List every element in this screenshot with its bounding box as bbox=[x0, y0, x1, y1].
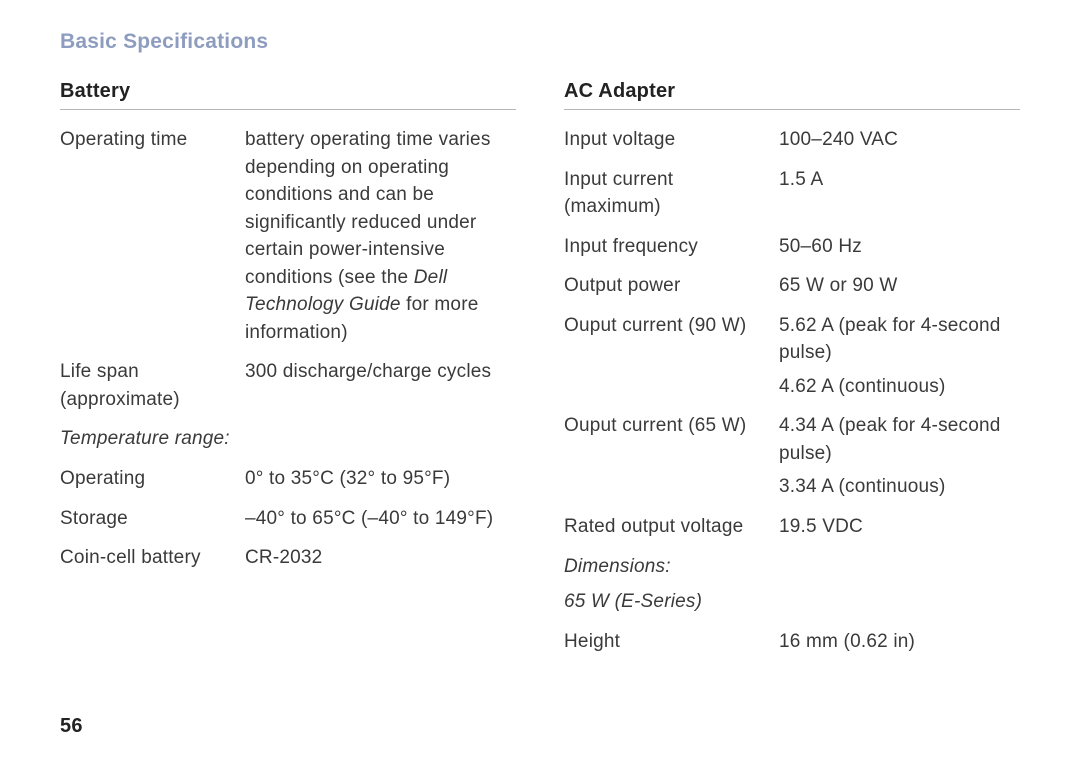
spec-key: Input current (maximum) bbox=[564, 160, 779, 227]
spec-value: 300 discharge/charge cycles bbox=[245, 352, 516, 419]
table-row: Temperature range: bbox=[60, 419, 516, 459]
table-row: Rated output voltage 19.5 VDC bbox=[564, 507, 1020, 547]
table-row: Coin-cell battery CR-2032 bbox=[60, 538, 516, 578]
spec-value: 65 W or 90 W bbox=[779, 266, 1020, 306]
table-row: Ouput current (90 W) 5.62 A (peak for 4-… bbox=[564, 306, 1020, 407]
spec-value: 19.5 VDC bbox=[779, 507, 1020, 547]
table-row: Output power 65 W or 90 W bbox=[564, 266, 1020, 306]
spec-key: Input voltage bbox=[564, 120, 779, 160]
spec-key: Output power bbox=[564, 266, 779, 306]
spec-key: Operating time bbox=[60, 120, 245, 352]
battery-heading: Battery bbox=[60, 80, 516, 110]
spec-value: 100–240 VAC bbox=[779, 120, 1020, 160]
subheading: Dimensions: bbox=[564, 547, 1020, 587]
spec-key: Height bbox=[564, 622, 779, 662]
spec-value: 0° to 35°C (32° to 95°F) bbox=[245, 459, 516, 499]
table-row: Operating time battery operating time va… bbox=[60, 120, 516, 352]
spec-key: Coin-cell battery bbox=[60, 538, 245, 578]
spec-value: CR-2032 bbox=[245, 538, 516, 578]
subheading: Temperature range: bbox=[60, 419, 516, 459]
table-row: Storage –40° to 65°C (–40° to 149°F) bbox=[60, 499, 516, 539]
table-row: Input frequency 50–60 Hz bbox=[564, 227, 1020, 267]
table-row: Input voltage 100–240 VAC bbox=[564, 120, 1020, 160]
spec-key: Ouput current (65 W) bbox=[564, 406, 779, 507]
ac-heading: AC Adapter bbox=[564, 80, 1020, 110]
table-row: Height 16 mm (0.62 in) bbox=[564, 622, 1020, 662]
text: battery operating time varies depending … bbox=[245, 129, 491, 288]
subheading: 65 W (E-Series) bbox=[564, 586, 1020, 622]
text: 5.62 A (peak for 4-second pulse) bbox=[779, 312, 1020, 367]
ac-table: Input voltage 100–240 VAC Input current … bbox=[564, 120, 1020, 661]
battery-table: Operating time battery operating time va… bbox=[60, 120, 516, 578]
text: 3.34 A (continuous) bbox=[779, 473, 1020, 501]
spec-value: –40° to 65°C (–40° to 149°F) bbox=[245, 499, 516, 539]
page: Basic Specifications Battery Operating t… bbox=[0, 0, 1080, 766]
table-row: Life span (approximate) 300 discharge/ch… bbox=[60, 352, 516, 419]
ac-column: AC Adapter Input voltage 100–240 VAC Inp… bbox=[564, 80, 1020, 661]
spec-value: 16 mm (0.62 in) bbox=[779, 622, 1020, 662]
battery-column: Battery Operating time battery operating… bbox=[60, 80, 516, 661]
spec-key: Storage bbox=[60, 499, 245, 539]
table-row: Input current (maximum) 1.5 A bbox=[564, 160, 1020, 227]
table-row: Operating 0° to 35°C (32° to 95°F) bbox=[60, 459, 516, 499]
page-number: 56 bbox=[60, 715, 83, 738]
table-row: 65 W (E-Series) bbox=[564, 586, 1020, 622]
spec-value: battery operating time varies depending … bbox=[245, 120, 516, 352]
section-title: Basic Specifications bbox=[60, 30, 1020, 54]
spec-key: Rated output voltage bbox=[564, 507, 779, 547]
spec-value: 4.34 A (peak for 4-second pulse) 3.34 A … bbox=[779, 406, 1020, 507]
spec-key: Life span (approximate) bbox=[60, 352, 245, 419]
table-row: Ouput current (65 W) 4.34 A (peak for 4-… bbox=[564, 406, 1020, 507]
text: 4.34 A (peak for 4-second pulse) bbox=[779, 412, 1020, 467]
columns: Battery Operating time battery operating… bbox=[60, 80, 1020, 661]
spec-value: 50–60 Hz bbox=[779, 227, 1020, 267]
table-row: Dimensions: bbox=[564, 547, 1020, 587]
spec-key: Input frequency bbox=[564, 227, 779, 267]
spec-value: 5.62 A (peak for 4-second pulse) 4.62 A … bbox=[779, 306, 1020, 407]
spec-key: Operating bbox=[60, 459, 245, 499]
spec-value: 1.5 A bbox=[779, 160, 1020, 227]
spec-key: Ouput current (90 W) bbox=[564, 306, 779, 407]
text: 4.62 A (continuous) bbox=[779, 373, 1020, 401]
